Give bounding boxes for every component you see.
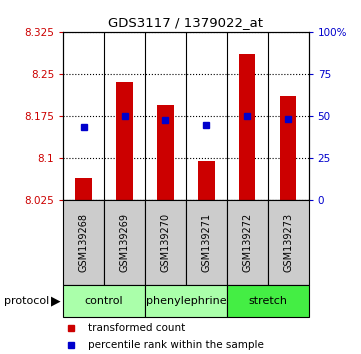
Bar bbox=[227, 200, 268, 285]
Bar bbox=[268, 200, 309, 285]
Text: GSM139270: GSM139270 bbox=[160, 213, 170, 272]
Text: control: control bbox=[85, 296, 123, 306]
Text: ▶: ▶ bbox=[51, 295, 61, 307]
Text: GSM139272: GSM139272 bbox=[242, 213, 252, 272]
Text: percentile rank within the sample: percentile rank within the sample bbox=[88, 340, 264, 350]
Bar bbox=[104, 200, 145, 285]
Text: GSM139271: GSM139271 bbox=[201, 213, 212, 272]
Bar bbox=[227, 285, 309, 317]
Bar bbox=[186, 200, 227, 285]
Text: GSM139273: GSM139273 bbox=[283, 213, 293, 272]
Bar bbox=[280, 96, 296, 200]
Bar bbox=[116, 82, 133, 200]
Text: phenylephrine: phenylephrine bbox=[145, 296, 226, 306]
Bar bbox=[239, 54, 256, 200]
Bar bbox=[75, 178, 92, 200]
Text: protocol: protocol bbox=[4, 296, 49, 306]
Title: GDS3117 / 1379022_at: GDS3117 / 1379022_at bbox=[108, 16, 264, 29]
Text: GSM139269: GSM139269 bbox=[119, 213, 130, 272]
Bar bbox=[63, 285, 145, 317]
Bar bbox=[145, 285, 227, 317]
Bar bbox=[145, 200, 186, 285]
Text: GSM139268: GSM139268 bbox=[79, 213, 89, 272]
Bar bbox=[63, 200, 104, 285]
Bar bbox=[198, 161, 214, 200]
Bar bbox=[157, 105, 174, 200]
Text: transformed count: transformed count bbox=[88, 323, 185, 333]
Text: stretch: stretch bbox=[248, 296, 287, 306]
